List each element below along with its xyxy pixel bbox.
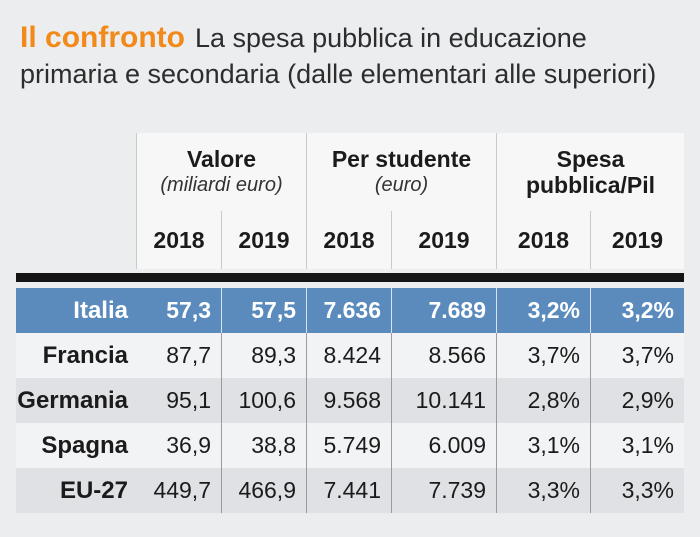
- table-row: Francia 87,7 89,3 8.424 8.566 3,7% 3,7%: [16, 333, 684, 378]
- table-cell: 57,3: [166, 297, 211, 323]
- table-row: EU-27 449,7 466,9 7.441 7.739 3,3% 3,3%: [16, 468, 684, 513]
- row-label: Germania: [17, 387, 128, 414]
- table-cell: 7.441: [306, 468, 391, 513]
- row-label: Spagna: [41, 432, 128, 459]
- table-cell: 95,1: [166, 387, 211, 413]
- table-cell: 9.568: [306, 378, 391, 423]
- table-cell: 5.749: [306, 423, 391, 468]
- table-cell: 89,3: [221, 333, 306, 378]
- table-cell: 100,6: [221, 378, 306, 423]
- table-cell: 2,9%: [590, 378, 684, 423]
- title-text: La spesa pubblica in educazione: [194, 23, 587, 53]
- table-cell: 3,2%: [590, 288, 684, 333]
- header-separator: [16, 273, 684, 282]
- group-header-valore: Valore (miliardi euro): [136, 133, 306, 211]
- table-cell: 8.424: [306, 333, 391, 378]
- table-cell: 2,8%: [496, 378, 590, 423]
- table-cell: 7.636: [306, 288, 391, 333]
- table-row: Spagna 36,9 38,8 5.749 6.009 3,1% 3,1%: [16, 423, 684, 468]
- year-header: 2019: [590, 211, 684, 269]
- table-cell: 466,9: [221, 468, 306, 513]
- year-header: 2018: [136, 211, 221, 269]
- table-cell: 3,3%: [590, 468, 684, 513]
- chart-title: Il confronto La spesa pubblica in educazi…: [20, 20, 690, 92]
- table-cell: 3,1%: [590, 423, 684, 468]
- table-cell: 57,5: [221, 288, 306, 333]
- group-header-row: Valore (miliardi euro) Per studente (eur…: [16, 133, 684, 211]
- table-cell: 3,7%: [590, 333, 684, 378]
- year-corner: [16, 211, 136, 269]
- year-header: 2019: [391, 211, 496, 269]
- title-bold: Il confronto: [20, 21, 185, 54]
- table-cell: 3,2%: [496, 288, 590, 333]
- table-cell: 3,7%: [496, 333, 590, 378]
- data-table: Valore (miliardi euro) Per studente (eur…: [16, 133, 684, 513]
- header-corner: [16, 133, 136, 211]
- table-cell: 36,9: [166, 432, 211, 458]
- year-header: 2019: [221, 211, 306, 269]
- table-cell: 3,1%: [496, 423, 590, 468]
- table-cell: 7.689: [391, 288, 496, 333]
- group-title: Per studente: [331, 146, 472, 172]
- row-label: Francia: [42, 342, 128, 369]
- row-label: Italia: [73, 297, 128, 324]
- table-row: Germania 95,1 100,6 9.568 10.141 2,8% 2,…: [16, 378, 684, 423]
- table-cell: 87,7: [166, 342, 211, 368]
- table-cell: 38,8: [221, 423, 306, 468]
- row-label: EU-27: [59, 477, 128, 504]
- year-header: 2018: [306, 211, 391, 269]
- group-header-per-studente: Per studente (euro): [306, 133, 496, 211]
- table-cell: 6.009: [391, 423, 496, 468]
- group-unit: (miliardi euro): [160, 174, 283, 196]
- table-row: Italia 57,3 57,5 7.636 7.689 3,2% 3,2%: [16, 288, 684, 333]
- table-cell: 10.141: [391, 378, 496, 423]
- table-cell: 8.566: [391, 333, 496, 378]
- year-header: 2018: [496, 211, 590, 269]
- year-header-row: 2018 2019 2018 2019 2018 2019: [16, 211, 684, 269]
- group-header-spesa-pil: Spesa pubblica/Pil: [496, 133, 684, 211]
- table-cell: 449,7: [153, 477, 211, 503]
- title-line2: primaria e secondaria (dalle elementari …: [20, 59, 657, 89]
- group-title: Spesa pubblica/Pil: [525, 146, 656, 198]
- table-cell: 7.739: [391, 468, 496, 513]
- group-unit: (euro): [374, 174, 429, 196]
- table-cell: 3,3%: [496, 468, 590, 513]
- group-title: Valore: [186, 146, 257, 172]
